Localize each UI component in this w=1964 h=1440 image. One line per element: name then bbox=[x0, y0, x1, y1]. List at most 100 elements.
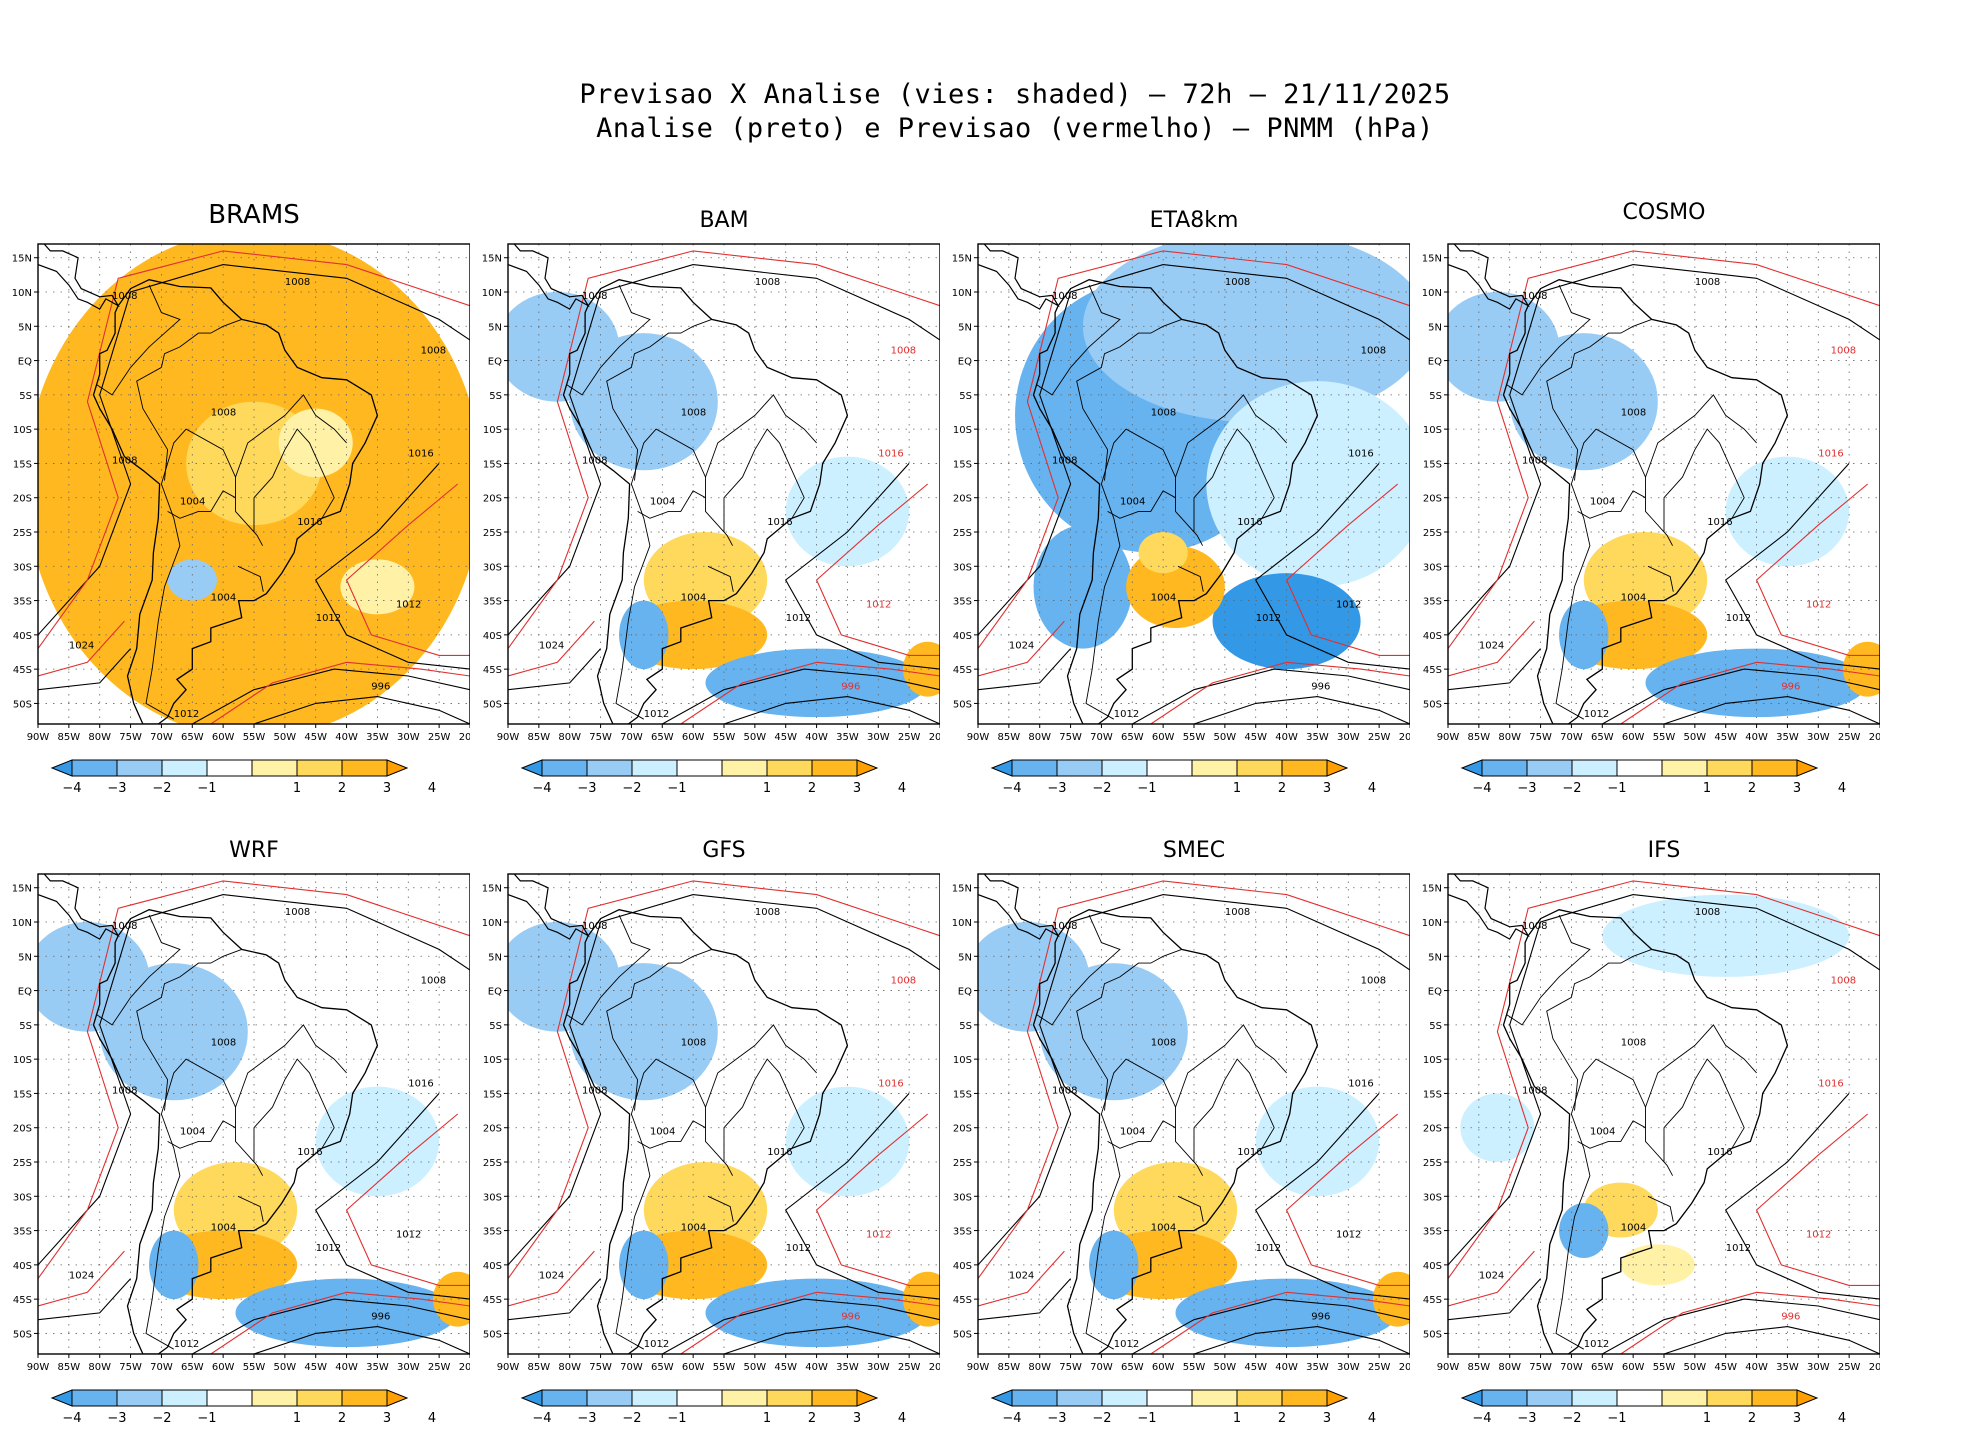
colorbar-segment bbox=[631, 1389, 678, 1407]
x-tick-label: 50W bbox=[1684, 1362, 1707, 1373]
colorbar-segment bbox=[1146, 759, 1193, 777]
y-tick-label: 40S bbox=[1423, 1261, 1442, 1272]
country-border bbox=[566, 284, 651, 396]
colorbar-segment bbox=[296, 1389, 343, 1407]
contour-label: 996 bbox=[1311, 682, 1330, 693]
y-tick-label: 5S bbox=[489, 1021, 502, 1032]
contour-label: 1016 bbox=[767, 1147, 792, 1158]
x-tick-label: 35W bbox=[1306, 732, 1329, 743]
x-tick-label: 50W bbox=[1214, 1362, 1237, 1373]
country-border bbox=[1177, 565, 1204, 592]
colorbar-label: −4 bbox=[532, 781, 551, 796]
country-border bbox=[96, 914, 181, 1026]
colorbar-left-arrow bbox=[1460, 1389, 1483, 1407]
y-tick-label: 5N bbox=[18, 322, 32, 333]
y-tick-label: 50S bbox=[483, 699, 502, 710]
isobar-contour bbox=[508, 1278, 602, 1321]
isobar-contour bbox=[508, 1250, 595, 1307]
contour-label: 1012 bbox=[396, 599, 421, 610]
y-tick-label: EQ bbox=[18, 357, 32, 368]
isobar-contour bbox=[1602, 668, 1880, 724]
south-america-coastline bbox=[1032, 909, 1319, 1354]
y-tick-label: 50S bbox=[1423, 699, 1442, 710]
contour-label: 1004 bbox=[650, 1127, 675, 1138]
x-tick-label: 35W bbox=[366, 1362, 389, 1373]
x-tick-label: 75W bbox=[589, 1362, 612, 1373]
colorbar-segment bbox=[71, 759, 118, 777]
contour-label: 1008 bbox=[112, 921, 137, 932]
panel-bam: BAM 1008 1008 1008 1008 1008 1004 1004 1012 1012 9… bbox=[470, 200, 940, 810]
colorbar-label: −4 bbox=[1002, 781, 1021, 796]
y-tick-label: 10N bbox=[482, 288, 502, 299]
x-tick-label: 80W bbox=[1498, 1362, 1521, 1373]
bias-shade bbox=[1175, 1278, 1398, 1348]
x-tick-label: 40W bbox=[805, 732, 828, 743]
contour-label: 1008 bbox=[582, 455, 607, 466]
contour-label: 1008 bbox=[1695, 907, 1720, 918]
bias-shade bbox=[235, 1278, 458, 1348]
x-tick-label: 45W bbox=[304, 732, 327, 743]
contour-label: 1012 bbox=[1336, 1229, 1361, 1240]
y-tick-label: 10N bbox=[12, 288, 32, 299]
contour-label: 996 bbox=[371, 682, 390, 693]
contour-label: 1008 bbox=[1621, 407, 1646, 418]
x-tick-label: 55W bbox=[1183, 1362, 1206, 1373]
country-border bbox=[1570, 1058, 1673, 1176]
country-border bbox=[1175, 1024, 1287, 1108]
contour-label: 1012 bbox=[786, 613, 811, 624]
contour-label: 1012 bbox=[1726, 613, 1751, 624]
x-tick-label: 20W bbox=[1869, 732, 1880, 743]
colorbar: −4 −3 −2 −1 1 2 3 4 bbox=[990, 1389, 1376, 1426]
y-tick-label: 10N bbox=[1422, 288, 1442, 299]
country-border bbox=[1647, 565, 1674, 592]
bias-shade bbox=[167, 559, 217, 601]
isobar-contour bbox=[1150, 1291, 1410, 1354]
contour-label: 1012 bbox=[866, 1229, 891, 1240]
contour-label: 1008 bbox=[211, 407, 236, 418]
colorbar-label: −2 bbox=[622, 781, 641, 796]
y-tick-label: 15S bbox=[1423, 1089, 1442, 1100]
colorbar: −4 −3 −2 −1 1 2 3 4 bbox=[1460, 1389, 1846, 1426]
country-border bbox=[723, 1058, 805, 1162]
x-tick-label: 90W bbox=[967, 1362, 990, 1373]
isobar-contour bbox=[784, 463, 940, 670]
country-border bbox=[136, 318, 242, 481]
country-border bbox=[705, 394, 817, 478]
country-border bbox=[1100, 1058, 1203, 1176]
colorbar-label: −3 bbox=[1047, 781, 1066, 796]
colorbar-segment bbox=[721, 759, 768, 777]
colorbar-label: −3 bbox=[107, 1411, 126, 1426]
colorbar-label: 2 bbox=[808, 781, 816, 796]
x-tick-label: 55W bbox=[1183, 732, 1206, 743]
colorbar-right-arrow bbox=[856, 759, 879, 777]
x-tick-label: 50W bbox=[744, 1362, 767, 1373]
colorbar-segment bbox=[1481, 759, 1528, 777]
colorbar-segment bbox=[541, 1389, 588, 1407]
contour-label: 1008 bbox=[1151, 1037, 1176, 1048]
contour-label: 996 bbox=[371, 1312, 390, 1323]
isobar-contour bbox=[314, 463, 470, 670]
isobar-contour bbox=[662, 1298, 940, 1354]
bias-shade bbox=[978, 922, 1090, 1032]
x-tick-label: 40W bbox=[335, 732, 358, 743]
y-tick-label: 15N bbox=[12, 884, 32, 895]
panel-title: BRAMS bbox=[208, 200, 300, 230]
country-border bbox=[606, 948, 712, 1111]
country-border bbox=[566, 914, 651, 1026]
bias-shade bbox=[1645, 648, 1868, 718]
y-tick-label: 5N bbox=[958, 952, 972, 963]
isobar-contour bbox=[508, 250, 940, 649]
contour-label: 1016 bbox=[297, 1147, 322, 1158]
colorbar-label: 3 bbox=[1323, 781, 1331, 796]
y-tick-label: 15S bbox=[483, 459, 502, 470]
colorbar-label: 3 bbox=[1793, 781, 1801, 796]
x-tick-label: 80W bbox=[1028, 732, 1051, 743]
y-tick-label: 5N bbox=[18, 952, 32, 963]
y-tick-label: 5N bbox=[958, 322, 972, 333]
contour-label: 1012 bbox=[316, 1243, 341, 1254]
colorbar-segment bbox=[1056, 759, 1103, 777]
contour-label: 1004 bbox=[180, 497, 205, 508]
contour-label: 1004 bbox=[1151, 593, 1176, 604]
colorbar-label: −1 bbox=[1607, 781, 1626, 796]
map-plot: 1008 1008 1008 1008 1008 1004 1004 1012 1012 996 1… bbox=[1422, 243, 1880, 796]
